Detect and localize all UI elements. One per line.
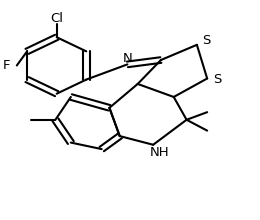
Text: N: N: [122, 52, 132, 65]
Text: S: S: [202, 34, 210, 47]
Text: NH: NH: [150, 146, 170, 159]
Text: S: S: [213, 73, 222, 86]
Text: Cl: Cl: [50, 12, 63, 25]
Text: F: F: [3, 59, 10, 72]
